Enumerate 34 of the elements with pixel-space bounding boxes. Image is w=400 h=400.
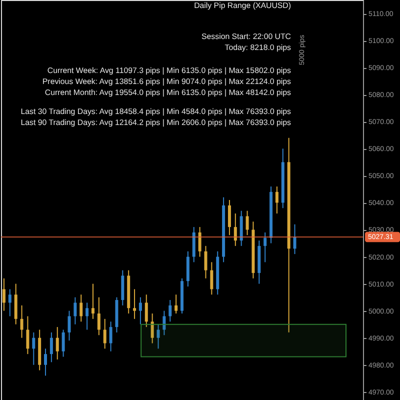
candlestick <box>210 262 214 296</box>
candlestick <box>8 288 12 317</box>
candlestick <box>246 210 249 236</box>
candlestick <box>162 310 166 336</box>
candlestick <box>109 321 112 352</box>
candlestick <box>80 294 83 322</box>
candlestick <box>62 329 65 358</box>
candlestick <box>204 245 208 279</box>
candlestick <box>91 283 94 320</box>
candlestick <box>234 213 237 246</box>
candlestick <box>138 296 142 325</box>
candlestick <box>86 302 89 330</box>
candlestick <box>2 278 6 312</box>
candlestick <box>293 224 296 255</box>
candlestick <box>275 186 278 214</box>
candlestick <box>156 324 160 350</box>
candlestick <box>264 232 267 263</box>
candlestick <box>168 300 172 322</box>
candlestick <box>144 294 148 328</box>
candlestick <box>133 288 136 320</box>
candlestick <box>74 296 77 325</box>
candlestick <box>56 326 59 360</box>
candlestick <box>97 296 100 336</box>
candlestick <box>44 348 48 376</box>
candlestick <box>20 304 24 338</box>
candlestick <box>103 318 106 350</box>
candlestick <box>150 313 154 344</box>
candlestick <box>198 226 202 258</box>
candlestick <box>174 294 178 314</box>
candlestick <box>26 316 30 355</box>
candlestick <box>50 332 53 363</box>
candlestick <box>228 200 231 236</box>
candlestick <box>68 310 71 342</box>
candlestick <box>32 332 36 366</box>
